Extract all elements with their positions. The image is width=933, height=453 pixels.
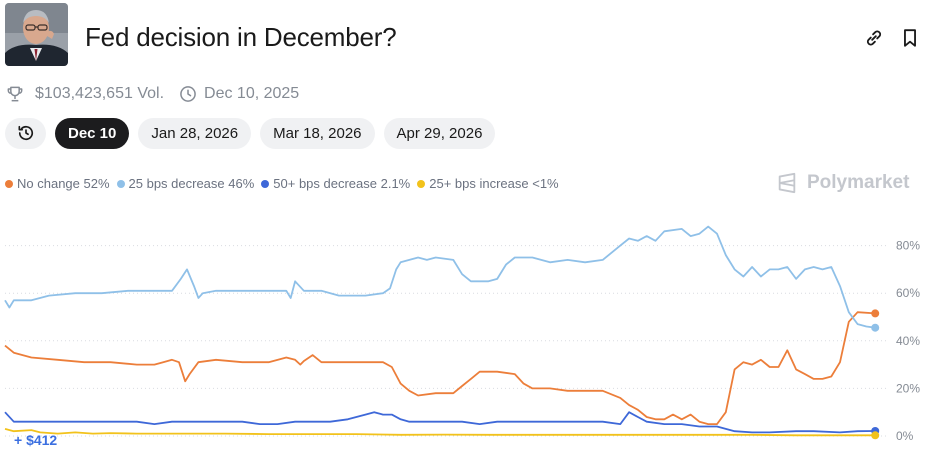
legend-item-no-change: No change 52%: [5, 176, 110, 191]
legend-label: 50+ bps decrease 2.1%: [273, 176, 411, 191]
tab-dec-10[interactable]: Dec 10: [55, 117, 130, 149]
y-tick-label: 40%: [896, 334, 920, 348]
price-history-chart: 0% 20% 40% 60% 80%: [4, 225, 920, 443]
series-endpoint-25-bps-decrease: [871, 323, 880, 332]
tab-mar-18-2026[interactable]: Mar 18, 2026: [260, 117, 375, 149]
series-line-25-bps-decrease: [4, 225, 876, 329]
market-header: Fed decision in December?: [5, 3, 925, 71]
brand-name: Polymarket: [807, 172, 910, 193]
legend-dot: [261, 179, 270, 188]
y-axis: 0% 20% 40% 60% 80%: [896, 239, 920, 443]
tab-apr-29-2026[interactable]: Apr 29, 2026: [383, 117, 496, 149]
legend-item-25-bps-increase: 25+ bps increase <1%: [417, 176, 559, 191]
trophy-icon: [5, 84, 25, 104]
history-icon: [18, 125, 33, 141]
market-meta: $103,423,651 Vol. Dec 10, 2025: [5, 83, 299, 105]
person-portrait-avatar-icon: [5, 3, 68, 66]
legend-item-25-bps-decrease: 25 bps decrease 46%: [116, 176, 255, 191]
chart-grid: [5, 245, 888, 437]
history-button[interactable]: [5, 117, 46, 149]
series-line-50-bps-decrease: [4, 411, 876, 434]
link-icon[interactable]: [863, 27, 885, 49]
y-tick-label: 0%: [896, 429, 914, 443]
legend-item-50-bps-decrease: 50+ bps decrease 2.1%: [261, 176, 410, 191]
volume-text: $103,423,651 Vol.: [35, 85, 165, 102]
series-endpoint-25-bps-increase: [871, 431, 880, 440]
bookmark-icon[interactable]: [899, 27, 921, 49]
legend-label: No change 52%: [17, 176, 110, 191]
position-pnl: + $412: [14, 432, 58, 448]
legend-dot: [116, 179, 125, 188]
market-avatar: [5, 3, 68, 66]
legend-label: 25+ bps increase <1%: [429, 176, 559, 191]
y-tick-label: 20%: [896, 381, 920, 395]
tab-jan-28-2026[interactable]: Jan 28, 2026: [138, 117, 252, 149]
series-line-no-change: [4, 311, 876, 425]
y-tick-label: 60%: [896, 286, 920, 300]
series-line-25-bps-increase: [4, 428, 876, 437]
legend-label: 25 bps decrease 46%: [128, 176, 255, 191]
y-tick-label: 80%: [896, 239, 920, 253]
date-tabs: Dec 10 Jan 28, 2026 Mar 18, 2026 Apr 29,…: [5, 117, 504, 149]
end-date-text: Dec 10, 2025: [204, 85, 300, 102]
legend-dot: [417, 179, 426, 188]
market-title: Fed decision in December?: [85, 22, 397, 52]
polymarket-logo-icon: [776, 172, 798, 194]
chart-series: [4, 225, 880, 440]
clock-icon: [178, 84, 198, 104]
chart-legend: No change 52% 25 bps decrease 46% 50+ bp…: [5, 176, 566, 191]
series-endpoint-no-change: [871, 309, 880, 318]
legend-dot: [5, 179, 13, 188]
polymarket-watermark: Polymarket: [776, 172, 909, 194]
